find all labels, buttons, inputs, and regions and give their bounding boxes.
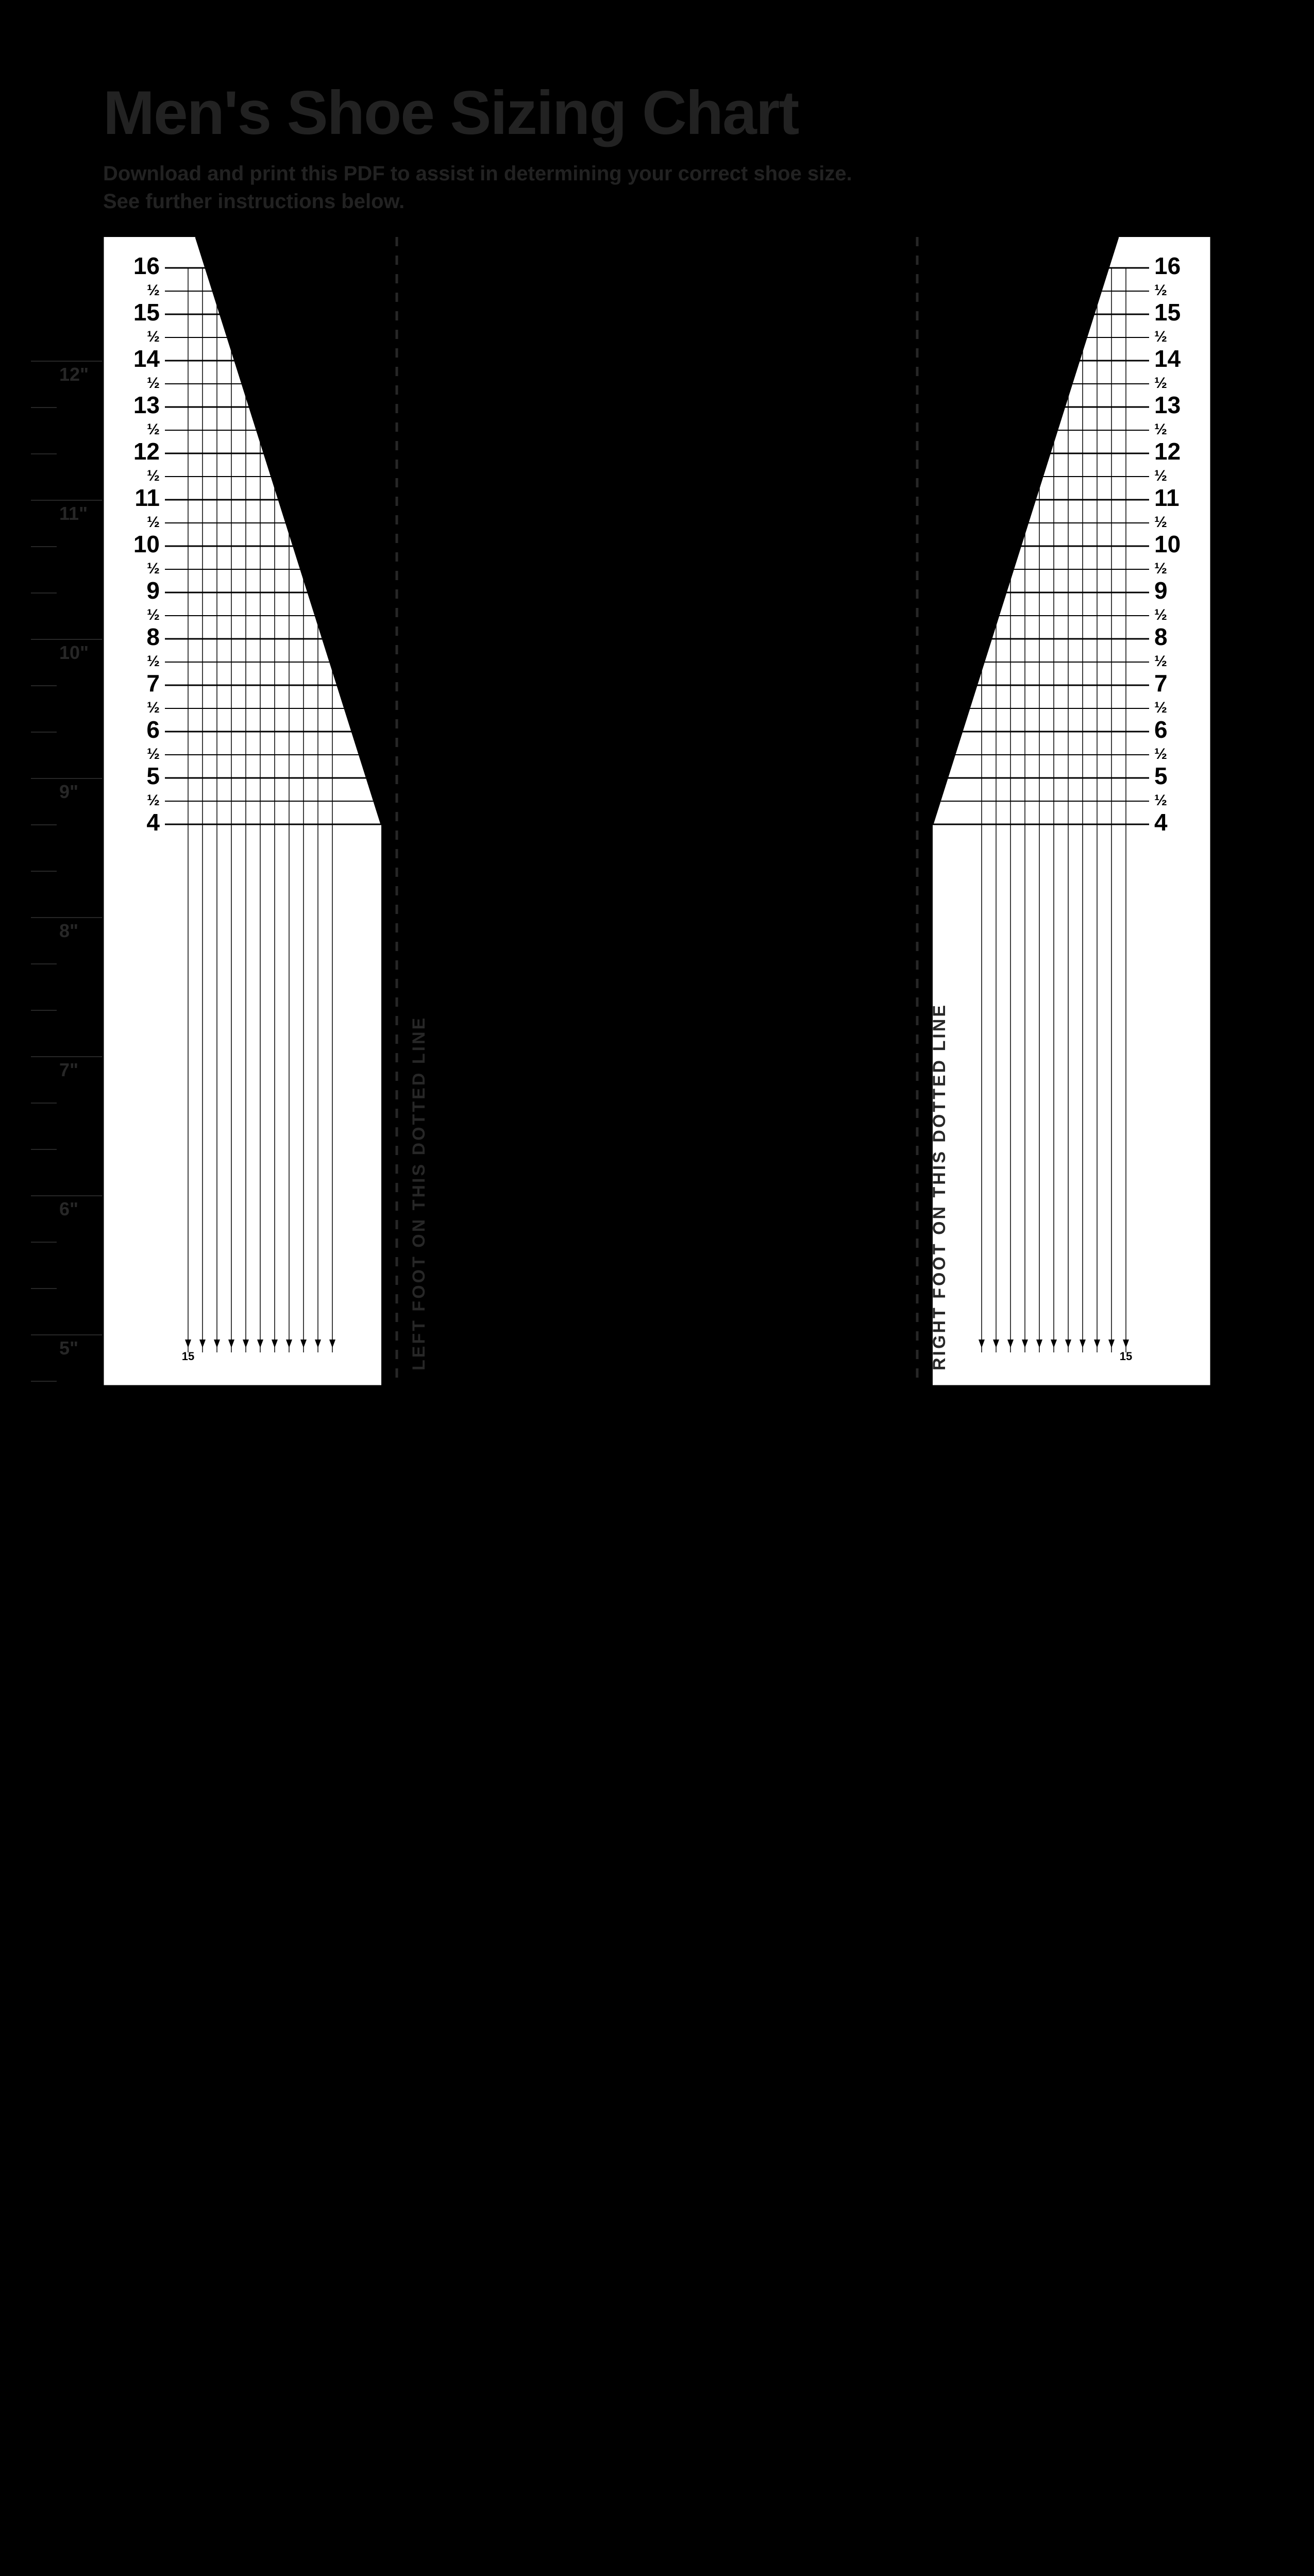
half-label-right: ½ [1154,653,1167,670]
half-label-left: ½ [147,560,160,577]
size-label-left: 14 [133,345,160,372]
half-label-right: ½ [1154,745,1167,762]
half-label-right: ½ [1154,560,1167,577]
half-label-left: ½ [147,328,160,345]
half-label-right: ½ [1154,606,1167,623]
size-label-left: 4 [146,809,160,836]
half-label-left: ½ [147,792,160,809]
size-label-left: 16 [133,252,160,279]
size-label-right: 4 [1154,809,1168,836]
size-label-right: 14 [1154,345,1181,372]
width-marker: 15 [182,1350,194,1363]
size-label-right: 16 [1154,252,1181,279]
sizing-chart: 1616½½1515½½1414½½1313½½1212½½1111½½1010… [0,0,1314,1546]
size-label-left: 11 [134,484,160,511]
size-label-right: 10 [1154,531,1181,557]
size-label-left: 8 [146,623,160,650]
width-marker: 15 [1120,1350,1132,1363]
size-label-right: 12 [1154,438,1181,465]
half-label-left: ½ [147,467,160,484]
half-label-left: ½ [147,514,160,531]
size-label-left: 12 [133,438,160,465]
half-label-right: ½ [1154,792,1167,809]
half-label-right: ½ [1154,375,1167,392]
size-label-right: 8 [1154,623,1168,650]
half-label-left: ½ [147,375,160,392]
half-label-right: ½ [1154,421,1167,438]
size-label-right: 7 [1154,670,1168,697]
size-label-left: 13 [133,392,160,418]
size-label-left: 7 [146,670,160,697]
dotted-text-right: RIGHT FOOT ON THIS DOTTED LINE [930,1003,949,1370]
dotted-text-left: LEFT FOOT ON THIS DOTTED LINE [409,1016,429,1370]
half-label-left: ½ [147,699,160,716]
half-label-right: ½ [1154,467,1167,484]
size-label-right: 15 [1154,299,1181,326]
size-label-left: 9 [146,577,160,604]
half-label-right: ½ [1154,514,1167,531]
half-label-left: ½ [147,282,160,299]
half-label-right: ½ [1154,282,1167,299]
size-label-right: 13 [1154,392,1181,418]
half-label-right: ½ [1154,699,1167,716]
size-label-left: 10 [133,531,160,557]
size-label-right: 6 [1154,716,1168,743]
half-label-left: ½ [147,606,160,623]
size-label-left: 15 [133,299,160,326]
page-root: Men's Shoe Sizing Chart Download and pri… [0,0,1314,2576]
half-label-left: ½ [147,653,160,670]
size-label-right: 5 [1154,762,1168,789]
half-label-left: ½ [147,421,160,438]
size-label-left: 5 [146,762,160,789]
size-label-left: 6 [146,716,160,743]
size-label-right: 9 [1154,577,1168,604]
half-label-right: ½ [1154,328,1167,345]
half-label-left: ½ [147,745,160,762]
size-label-right: 11 [1154,484,1180,511]
